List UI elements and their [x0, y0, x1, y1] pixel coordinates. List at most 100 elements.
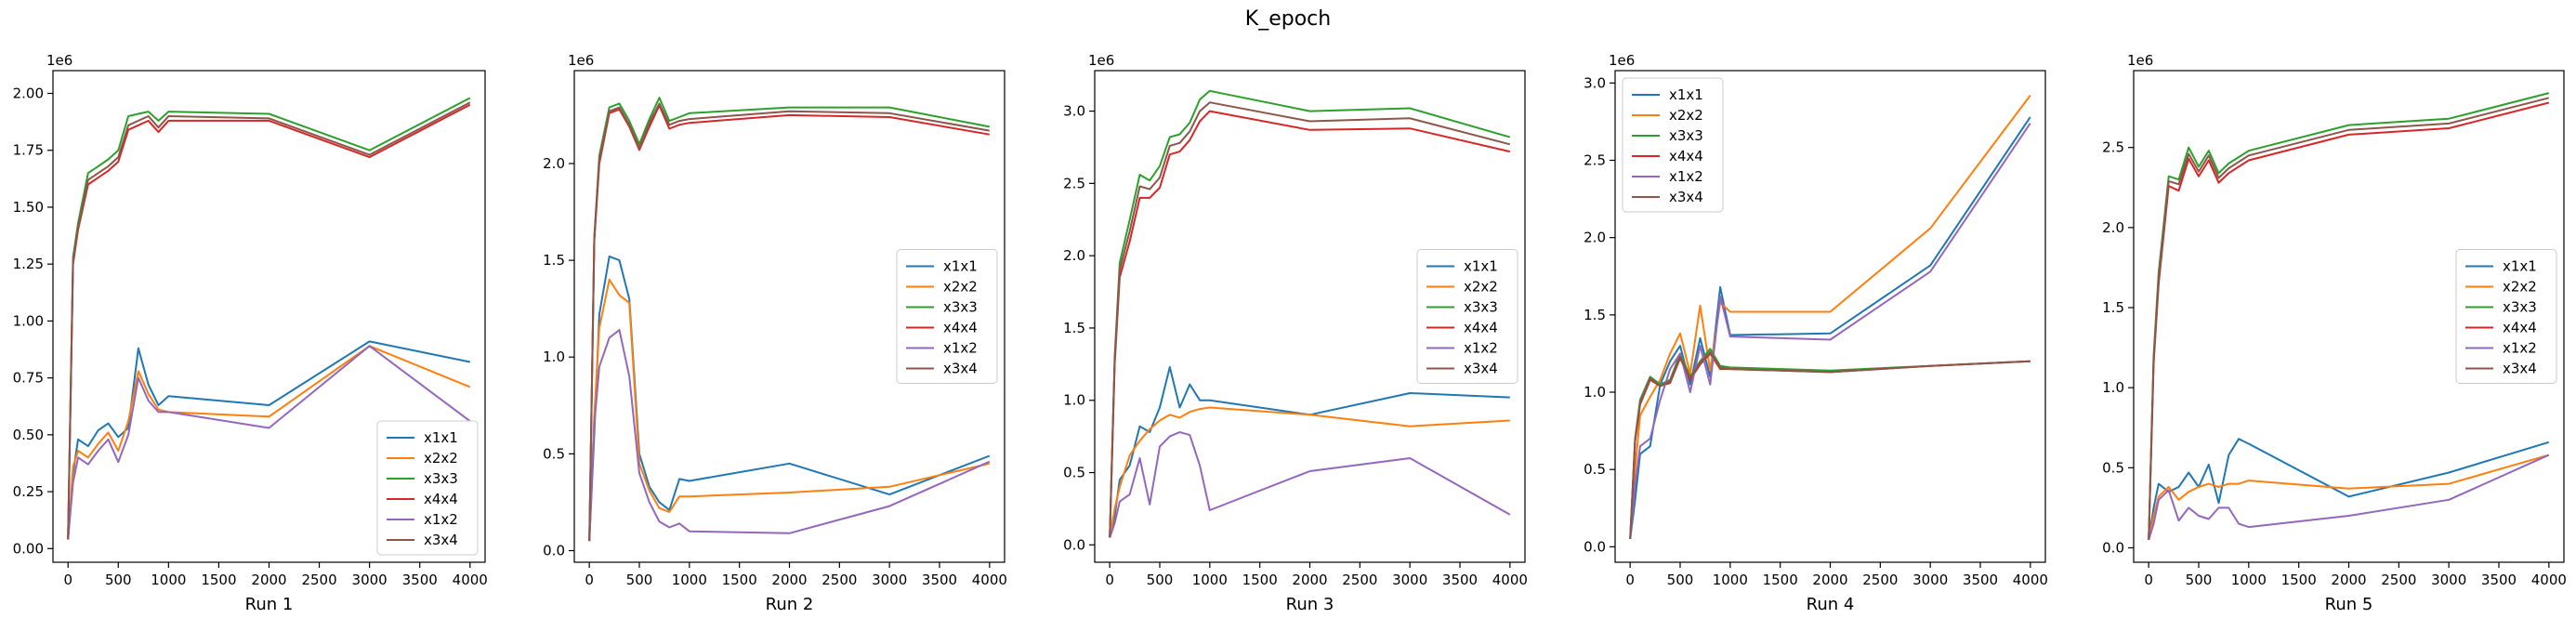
subplot-2: 0 500 1000 1500 2000 2500 3000 3500 4000 0.0 0.5 1.… [543, 52, 1007, 614]
series-line-x2x2 [67, 345, 471, 540]
x-tick-label: 0 [2144, 572, 2153, 588]
x-tick-label: 1500 [2281, 572, 2317, 588]
x-tick-label: 1500 [1763, 572, 1798, 588]
legend-label-x1x2: x1x2 [424, 511, 458, 528]
y-tick-label: 2.0 [1063, 247, 1085, 264]
subplot-5: 0 500 1000 1500 2000 2500 3000 3500 4000 0.0 0.5 1.… [2102, 52, 2567, 614]
subplot-1: 0 500 1000 1500 2000 2500 3000 3500 4000 0.00 0.25… [13, 52, 488, 614]
series-line-x2x2 [1109, 406, 1510, 538]
x-tick-label: 1500 [201, 572, 236, 588]
x-tick-label: 2000 [251, 572, 286, 588]
x-tick-label: 2500 [821, 572, 857, 588]
x-tick-label: 3000 [1392, 572, 1427, 588]
x-tick-label: 1500 [1242, 572, 1278, 588]
y-tick-label: 1.00 [13, 312, 44, 329]
y-tick-label: 1.5 [1584, 307, 1606, 323]
y-offset-text: 1e6 [2127, 52, 2153, 69]
x-tick-label: 1000 [1192, 572, 1228, 588]
series-line-x2x2 [1629, 94, 2031, 540]
y-tick-label: 0.0 [1063, 536, 1085, 553]
y-tick-label: 1.50 [13, 199, 44, 216]
legend-label-x3x4: x3x4 [1464, 361, 1498, 377]
y-tick-label: 0.25 [13, 483, 44, 500]
series-line-x1x2 [67, 345, 471, 540]
legend-box [1416, 249, 1518, 384]
legend-label-x3x4: x3x4 [424, 532, 458, 548]
x-tick-label: 2500 [2381, 572, 2416, 588]
legend-label-x4x4: x4x4 [1464, 320, 1498, 336]
legend-label-x2x2: x2x2 [1669, 107, 1703, 124]
y-offset-text: 1e6 [1088, 52, 1114, 69]
x-tick-label: 1000 [151, 572, 186, 588]
x-axis-label: Run 4 [1807, 595, 1855, 614]
legend-label-x3x3: x3x3 [424, 470, 458, 487]
y-offset-text: 1e6 [46, 52, 72, 69]
x-tick-label: 3500 [1963, 572, 1998, 588]
legend-label-x1x1: x1x1 [1464, 258, 1498, 275]
x-tick-label: 3500 [1442, 572, 1478, 588]
series-line-x3x4 [588, 102, 990, 542]
series-line-x1x2 [2148, 454, 2550, 541]
x-tick-label: 500 [626, 572, 653, 588]
y-tick-label: 2.0 [543, 155, 565, 172]
y-tick-label: 1.0 [1584, 384, 1606, 401]
legend-label-x3x3: x3x3 [2503, 299, 2537, 316]
x-tick-label: 3500 [402, 572, 438, 588]
series-lines [1629, 94, 2031, 540]
series-lines [1109, 89, 1511, 538]
legend-label-x3x3: x3x3 [1669, 127, 1703, 144]
x-tick-label: 2000 [1292, 572, 1327, 588]
y-tick-label: 1.0 [1063, 392, 1085, 409]
x-tick-label: 500 [105, 572, 132, 588]
x-tick-label: 2000 [1812, 572, 1847, 588]
y-tick-label: 0.50 [13, 427, 44, 443]
legend-label-x3x3: x3x3 [943, 299, 978, 316]
legend-label-x2x2: x2x2 [2503, 279, 2537, 296]
legend-label-x2x2: x2x2 [424, 450, 458, 467]
y-tick-label: 1.0 [543, 348, 565, 365]
legend-label-x4x4: x4x4 [424, 491, 458, 507]
subplot-3: 0 500 1000 1500 2000 2500 3000 3500 4000 0.0 0.5 1.… [1063, 52, 1528, 614]
x-tick-label: 500 [1147, 572, 1174, 588]
series-lines [588, 97, 991, 542]
x-tick-label: 2000 [771, 572, 807, 588]
x-tick-label: 0 [63, 572, 72, 588]
x-tick-label: 0 [1105, 572, 1114, 588]
y-tick-label: 0.5 [1584, 461, 1606, 478]
x-tick-label: 4000 [2013, 572, 2048, 588]
legend-label-x4x4: x4x4 [943, 320, 978, 336]
legend-label-x1x2: x1x2 [2503, 340, 2537, 357]
legend-label-x2x2: x2x2 [943, 279, 978, 296]
x-tick-label: 1000 [1713, 572, 1748, 588]
y-tick-label: 2.00 [13, 85, 44, 101]
subplot-4: 0 500 1000 1500 2000 2500 3000 3500 4000 0.0 0.5 1.… [1584, 52, 2048, 614]
x-tick-label: 2500 [1862, 572, 1898, 588]
x-axis-label: Run 3 [1286, 595, 1334, 614]
y-tick-label: 1.5 [543, 252, 565, 269]
legend-label-x1x1: x1x1 [2503, 258, 2537, 275]
x-tick-label: 3500 [922, 572, 957, 588]
series-line-x3x4 [67, 101, 471, 540]
y-tick-label: 1.5 [1063, 320, 1085, 336]
y-tick-label: 0.5 [1063, 465, 1085, 481]
figure-title: K_epoch [1245, 7, 1331, 31]
x-tick-label: 2500 [1342, 572, 1377, 588]
x-tick-label: 4000 [453, 572, 488, 588]
legend: x1x1 x2x2 x3x3 x4x4 x1x2 x3x4 [2455, 249, 2557, 384]
series-line-x4x4 [1109, 110, 1511, 538]
legend-label-x1x2: x1x2 [1464, 340, 1498, 357]
x-tick-label: 4000 [1492, 572, 1528, 588]
series-line-x1x2 [1629, 123, 2031, 540]
x-tick-label: 2500 [301, 572, 336, 588]
x-tick-label: 4000 [972, 572, 1007, 588]
series-line-x3x4 [1629, 350, 2031, 540]
series-line-x3x4 [1109, 101, 1511, 538]
y-tick-label: 2.5 [1063, 175, 1085, 191]
legend: x1x1 x2x2 x3x3 x4x4 x1x2 x3x4 [376, 420, 479, 556]
legend-label-x1x1: x1x1 [943, 258, 978, 275]
x-tick-label: 3000 [2431, 572, 2466, 588]
legend-label-x3x4: x3x4 [2503, 361, 2537, 377]
series-line-x2x2 [2148, 454, 2550, 541]
legend-label-x1x1: x1x1 [424, 429, 458, 446]
